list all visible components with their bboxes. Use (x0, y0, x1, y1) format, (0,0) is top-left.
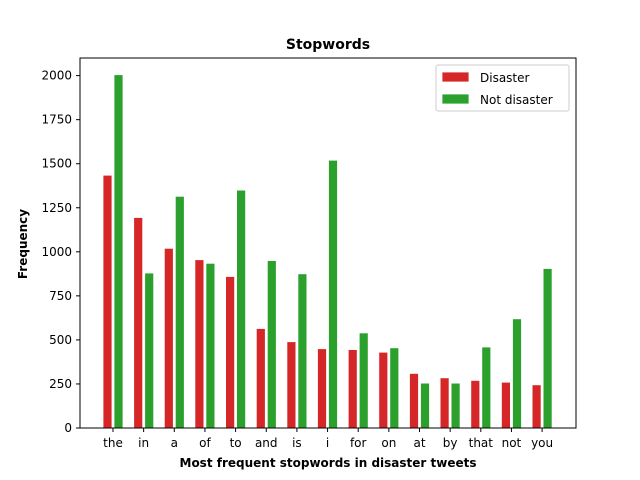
bar-not-disaster-you (542, 268, 553, 429)
bar-not-disaster-at (420, 382, 430, 429)
bar-disaster-the (102, 174, 113, 429)
bar-disaster-i (317, 348, 327, 429)
y-axis-label: Frequency (16, 209, 30, 279)
bar-not-disaster-on (389, 347, 400, 429)
x-tick-label-and: and (255, 436, 278, 450)
bar-disaster-in (133, 217, 144, 429)
bar-not-disaster-and (266, 260, 277, 429)
x-tick-label-by: by (443, 436, 458, 450)
bar-disaster-by (439, 377, 450, 429)
bar-not-disaster-that (481, 346, 492, 429)
bar-not-disaster-i (328, 159, 338, 429)
legend-swatch-disaster (441, 71, 470, 83)
bar-disaster-and (255, 328, 266, 429)
bar-not-disaster-of (205, 262, 216, 429)
y-tick-label: 1750 (41, 113, 72, 127)
bar-not-disaster-not (512, 318, 522, 429)
bar-not-disaster-is (297, 273, 308, 429)
x-tick-label-the: the (103, 436, 123, 450)
y-tick-label: 750 (49, 289, 72, 303)
x-tick-label-to: to (230, 436, 242, 450)
y-tick-label: 0 (64, 421, 72, 435)
y-tick-label: 250 (49, 377, 72, 391)
x-tick-label-you: you (531, 436, 553, 450)
bar-disaster-at (409, 372, 419, 429)
y-tick-label: 1250 (41, 201, 72, 215)
x-tick-label-a: a (171, 436, 178, 450)
x-tick-label-is: is (292, 436, 302, 450)
bar-not-disaster-for (358, 332, 369, 429)
x-tick-label-at: at (413, 436, 425, 450)
x-tick-label-i: i (326, 436, 329, 450)
bar-not-disaster-by (450, 382, 461, 429)
chart-title: Stopwords (286, 37, 370, 53)
bar-disaster-is (286, 341, 297, 429)
bar-not-disaster-to (236, 189, 247, 429)
axes-layer: 0 250 500 750 1000 1250 1500 1750 2000 the in a of to… (41, 57, 577, 450)
bar-disaster-a (163, 247, 174, 429)
legend-label-disaster: Disaster (480, 71, 530, 85)
bar-not-disaster-the (113, 74, 124, 429)
bar-disaster-not (500, 381, 511, 429)
x-tick-label-for: for (350, 436, 367, 450)
x-tick-label-not: not (502, 436, 522, 450)
x-axis-label: Most frequent stopwords in disaster twee… (180, 456, 477, 470)
x-tick-label-on: on (381, 436, 396, 450)
x-tick-label-of: of (199, 436, 211, 450)
x-tick-label-in: in (138, 436, 149, 450)
bar-disaster-that (470, 379, 481, 429)
bar-not-disaster-a (174, 195, 185, 429)
bar-disaster-to (225, 276, 236, 429)
bar-not-disaster-in (144, 272, 155, 429)
bar-disaster-of (194, 259, 205, 429)
legend-label-not-disaster: Not disaster (480, 93, 553, 107)
y-tick-label: 1500 (41, 157, 72, 171)
x-tick-label-that: that (469, 436, 494, 450)
bar-disaster-for (347, 349, 358, 429)
bar-disaster-you (531, 384, 542, 429)
y-tick-label: 2000 (41, 69, 72, 83)
y-tick-label: 500 (49, 333, 72, 347)
legend-swatch-not-disaster (441, 93, 470, 105)
legend: Disaster Not disaster (435, 64, 570, 112)
y-tick-label: 1000 (41, 245, 72, 259)
bar-disaster-on (378, 351, 389, 429)
